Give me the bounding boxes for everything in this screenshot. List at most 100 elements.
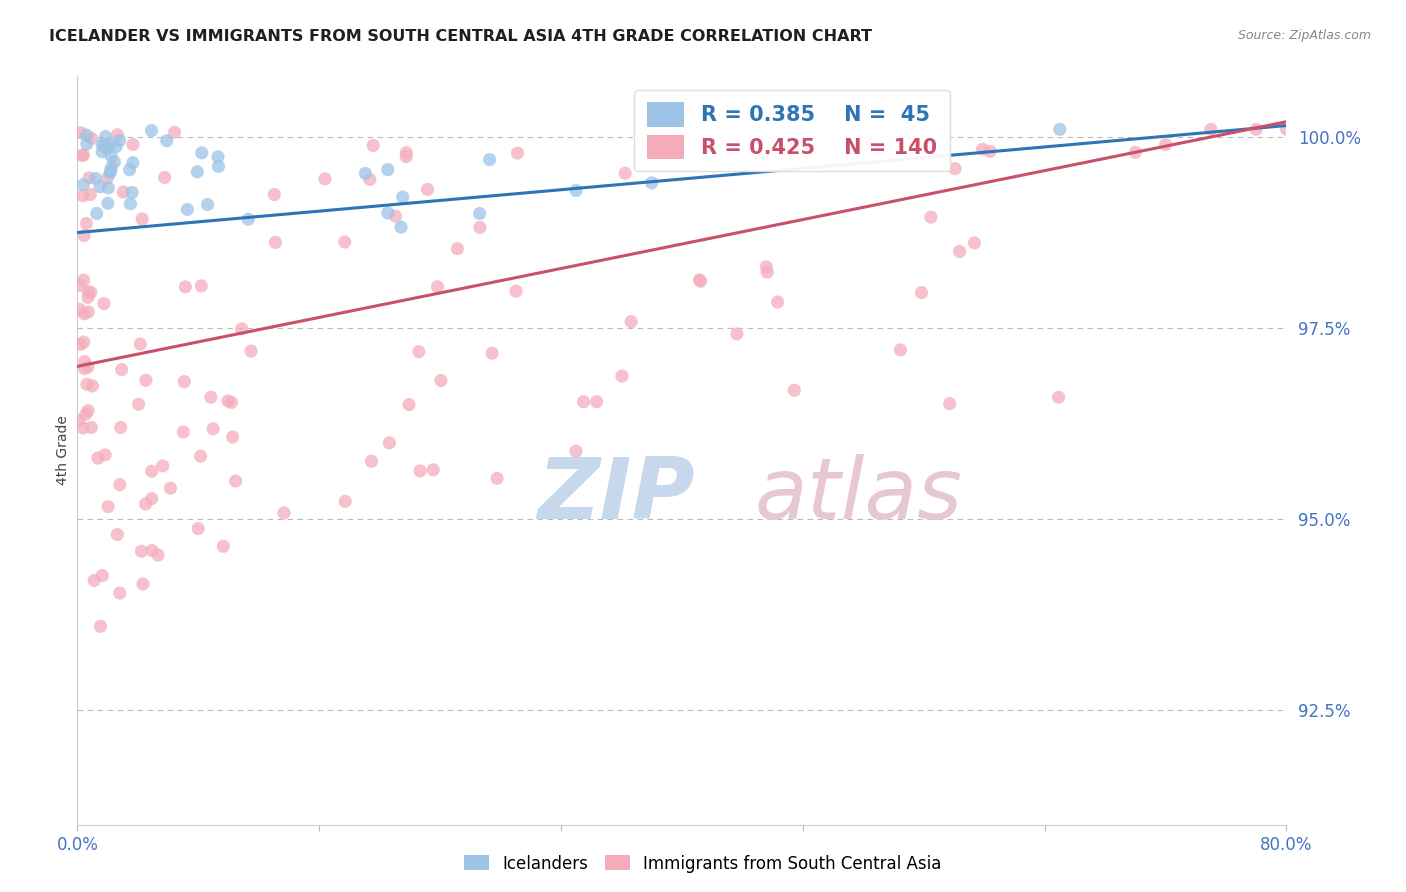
Point (221, 395, 243, 409)
Point (86, 206, 108, 220)
Point (77, 290, 100, 304)
Point (89, 619, 111, 633)
Point (77, 403, 100, 417)
Point (273, 506, 295, 520)
Point (120, 196, 142, 211)
Point (67, 302, 90, 317)
Point (67, 414, 90, 428)
Point (141, 464, 163, 478)
Point (943, 161, 966, 176)
Point (96, 171, 118, 186)
Text: atlas: atlas (755, 454, 963, 537)
Point (641, 176, 664, 190)
Point (408, 344, 430, 359)
Point (359, 172, 381, 186)
Point (152, 458, 174, 473)
Point (121, 186, 143, 200)
Point (238, 212, 260, 227)
Point (69, 278, 91, 293)
Point (131, 544, 153, 558)
Point (585, 394, 607, 409)
Point (118, 162, 141, 177)
Point (72, 421, 94, 435)
Point (948, 244, 970, 259)
Point (69, 337, 91, 351)
Point (1049, 122, 1071, 136)
Point (314, 172, 336, 186)
Point (395, 145, 418, 160)
Point (91, 145, 114, 159)
Point (105, 527, 128, 541)
Point (98, 166, 121, 180)
Text: ZIP: ZIP (537, 454, 695, 537)
Point (73, 307, 96, 321)
Point (468, 206, 491, 220)
Point (174, 280, 197, 294)
Point (186, 165, 208, 179)
Point (486, 471, 509, 485)
Point (1123, 145, 1146, 160)
Point (129, 337, 152, 351)
Point (131, 211, 153, 226)
Point (100, 161, 122, 175)
Point (83, 574, 105, 588)
Point (506, 146, 529, 161)
Point (860, 136, 883, 151)
Point (87, 451, 110, 466)
Point (231, 322, 253, 336)
Point (156, 134, 179, 148)
Point (72, 148, 94, 162)
Legend: R = 0.385    N =  45, R = 0.425    N = 140: R = 0.385 N = 45, R = 0.425 N = 140 (634, 90, 949, 171)
Point (335, 494, 357, 508)
Point (93, 296, 115, 310)
Point (76, 359, 98, 374)
Point (430, 374, 453, 388)
Point (377, 206, 399, 220)
Point (89, 179, 111, 194)
Point (610, 369, 633, 384)
Point (755, 260, 778, 274)
Point (963, 235, 986, 250)
Point (979, 145, 1001, 159)
Point (398, 398, 420, 412)
Point (73, 228, 96, 243)
Point (725, 326, 748, 341)
Point (96, 141, 118, 155)
Point (416, 182, 439, 196)
Point (395, 150, 418, 164)
Point (263, 187, 285, 202)
Point (620, 315, 643, 329)
Y-axis label: 4th Grade: 4th Grade (56, 416, 70, 485)
Point (378, 435, 401, 450)
Point (112, 185, 135, 199)
Point (1154, 137, 1177, 152)
Point (100, 164, 122, 178)
Point (354, 166, 377, 180)
Point (108, 134, 131, 148)
Point (159, 481, 181, 495)
Point (377, 162, 399, 177)
Point (468, 220, 491, 235)
Point (766, 295, 789, 310)
Point (200, 390, 222, 404)
Point (121, 155, 143, 169)
Legend: Icelanders, Immigrants from South Central Asia: Icelanders, Immigrants from South Centra… (457, 848, 949, 880)
Point (73, 354, 96, 368)
Point (333, 235, 356, 249)
Point (190, 145, 212, 160)
Point (505, 284, 527, 298)
Point (361, 138, 384, 153)
Point (176, 202, 198, 217)
Point (97, 500, 120, 514)
Point (481, 346, 503, 360)
Point (897, 122, 920, 136)
Point (173, 375, 195, 389)
Point (889, 343, 911, 357)
Point (128, 397, 150, 411)
Point (105, 139, 128, 153)
Point (76, 377, 98, 392)
Point (384, 209, 406, 223)
Point (93, 136, 115, 151)
Point (94, 129, 117, 144)
Point (77, 285, 100, 299)
